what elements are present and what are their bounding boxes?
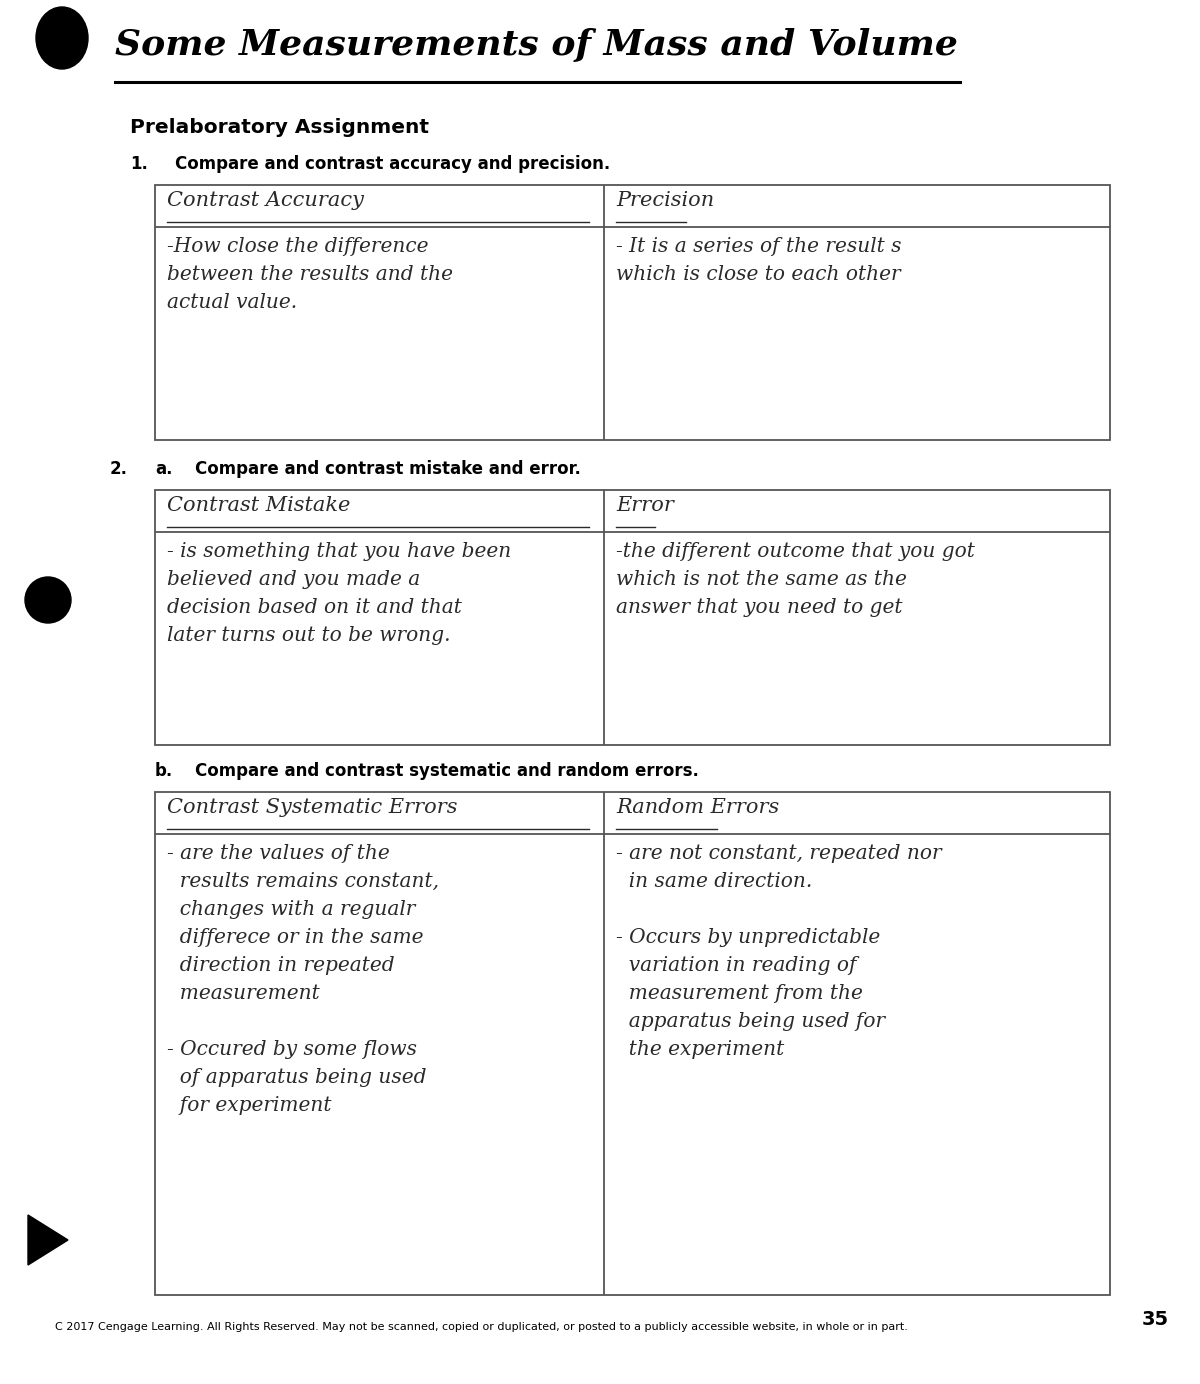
Bar bbox=[155, 185, 1110, 440]
Text: direction in repeated: direction in repeated bbox=[167, 956, 395, 974]
Polygon shape bbox=[28, 1215, 68, 1265]
Ellipse shape bbox=[25, 577, 71, 623]
Text: answer that you need to get: answer that you need to get bbox=[616, 598, 902, 617]
Text: Random Errors: Random Errors bbox=[616, 799, 779, 817]
Text: variation in reading of: variation in reading of bbox=[616, 956, 857, 974]
Text: a.: a. bbox=[155, 459, 173, 477]
Text: - Occurs by unpredictable: - Occurs by unpredictable bbox=[616, 929, 880, 947]
Text: measurement from the: measurement from the bbox=[616, 984, 863, 1003]
Text: decision based on it and that: decision based on it and that bbox=[167, 598, 462, 617]
Text: the experiment: the experiment bbox=[616, 1039, 784, 1059]
Text: changes with a regualr: changes with a regualr bbox=[167, 900, 415, 919]
Text: which is not the same as the: which is not the same as the bbox=[616, 570, 907, 590]
Text: apparatus being used for: apparatus being used for bbox=[616, 1012, 884, 1031]
Text: -the different outcome that you got: -the different outcome that you got bbox=[616, 543, 974, 561]
Text: measurement: measurement bbox=[167, 984, 319, 1003]
Text: - are the values of the: - are the values of the bbox=[167, 844, 390, 864]
Text: of apparatus being used: of apparatus being used bbox=[167, 1068, 426, 1086]
Bar bbox=[155, 792, 1110, 1295]
Text: actual value.: actual value. bbox=[167, 293, 298, 311]
Text: - are not constant, repeated nor: - are not constant, repeated nor bbox=[616, 844, 942, 864]
Text: 1.: 1. bbox=[130, 155, 148, 173]
Text: Precision: Precision bbox=[616, 191, 714, 210]
Text: in same direction.: in same direction. bbox=[616, 872, 812, 891]
Text: Prelaboratory Assignment: Prelaboratory Assignment bbox=[130, 118, 430, 137]
Text: for experiment: for experiment bbox=[167, 1096, 331, 1116]
Text: differece or in the same: differece or in the same bbox=[167, 929, 424, 947]
Text: later turns out to be wrong.: later turns out to be wrong. bbox=[167, 626, 450, 645]
Bar bbox=[155, 490, 1110, 745]
Text: b.: b. bbox=[155, 763, 173, 781]
Text: Some Measurements of Mass and Volume: Some Measurements of Mass and Volume bbox=[115, 28, 958, 62]
Text: Compare and contrast mistake and error.: Compare and contrast mistake and error. bbox=[194, 459, 581, 477]
Text: - It is a series of the result s: - It is a series of the result s bbox=[616, 237, 901, 256]
Text: C 2017 Cengage Learning. All Rights Reserved. May not be scanned, copied or dupl: C 2017 Cengage Learning. All Rights Rese… bbox=[55, 1322, 908, 1331]
Text: Contrast Systematic Errors: Contrast Systematic Errors bbox=[167, 799, 457, 817]
Text: Compare and contrast accuracy and precision.: Compare and contrast accuracy and precis… bbox=[175, 155, 611, 173]
Text: 2.: 2. bbox=[110, 459, 128, 477]
Text: 35: 35 bbox=[1141, 1311, 1169, 1329]
Text: Compare and contrast systematic and random errors.: Compare and contrast systematic and rand… bbox=[194, 763, 698, 781]
Text: believed and you made a: believed and you made a bbox=[167, 570, 420, 590]
Text: - Occured by some flows: - Occured by some flows bbox=[167, 1039, 418, 1059]
Text: between the results and the: between the results and the bbox=[167, 264, 454, 284]
Text: Error: Error bbox=[616, 495, 673, 515]
Text: Contrast Accuracy: Contrast Accuracy bbox=[167, 191, 364, 210]
Text: results remains constant,: results remains constant, bbox=[167, 872, 439, 891]
Text: which is close to each other: which is close to each other bbox=[616, 264, 900, 284]
Ellipse shape bbox=[36, 7, 88, 69]
Text: -How close the difference: -How close the difference bbox=[167, 237, 428, 256]
Text: - is something that you have been: - is something that you have been bbox=[167, 543, 511, 561]
Text: Contrast Mistake: Contrast Mistake bbox=[167, 495, 350, 515]
